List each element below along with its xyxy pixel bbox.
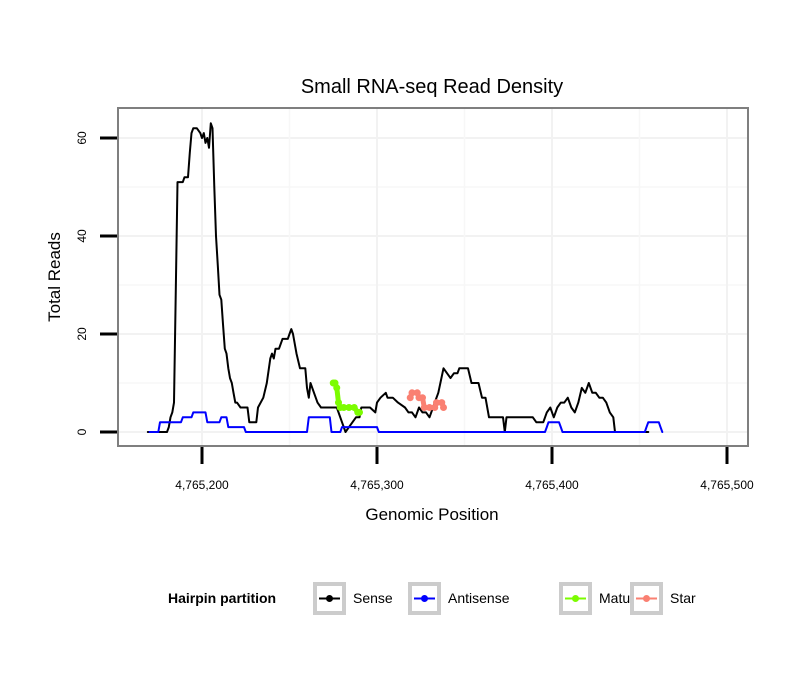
legend-key-point <box>572 595 579 602</box>
series-point-star <box>420 404 428 411</box>
legend: Hairpin partition Sense Antisense Mature St… <box>168 582 696 615</box>
y-tick-label: 60 <box>75 131 89 145</box>
legend-key-point <box>326 595 333 602</box>
series-point-mature <box>350 404 358 411</box>
x-axis-title: Genomic Position <box>365 505 498 524</box>
plot-border <box>117 107 749 447</box>
legend-key-point <box>421 595 428 602</box>
series-point-mature <box>345 404 353 411</box>
series-line-antisense <box>148 411 664 433</box>
legend-item-star: Star <box>630 582 696 615</box>
chart-title: Small RNA-seq Read Density <box>301 76 563 98</box>
series-point-mature <box>340 404 348 411</box>
legend-title: Hairpin partition <box>168 590 276 606</box>
legend-entries: Sense Antisense Mature Star <box>313 582 696 615</box>
series-layer <box>146 122 664 433</box>
series-point-star <box>408 389 416 397</box>
x-tick-label: 4,765,500 <box>700 478 754 492</box>
legend-key-point <box>643 595 650 602</box>
series-point-star <box>426 404 433 411</box>
x-tick-label: 4,765,400 <box>525 478 579 492</box>
y-tick-label: 40 <box>75 229 89 243</box>
x-axis: 4,765,200 4,765,300 4,765,400 4,765,500 <box>175 447 754 492</box>
legend-label: Sense <box>353 590 393 606</box>
y-axis-title: Total Reads <box>45 232 64 322</box>
y-tick-label: 0 <box>75 428 89 435</box>
legend-label: Star <box>670 590 696 606</box>
series-line-sense <box>146 122 650 433</box>
legend-item-sense: Sense <box>313 582 393 615</box>
plot-panel <box>118 108 748 446</box>
series-point-mature <box>333 384 341 392</box>
x-tick-label: 4,765,300 <box>350 478 404 492</box>
y-tick-label: 20 <box>75 327 89 341</box>
series-point-mature <box>356 408 363 416</box>
series-point-star <box>433 399 440 407</box>
legend-item-antisense: Antisense <box>408 582 510 615</box>
legend-label: Antisense <box>448 590 510 606</box>
grid <box>118 108 748 446</box>
y-axis: 0 20 40 60 <box>75 131 117 435</box>
series-point-star <box>440 404 447 411</box>
x-tick-label: 4,765,200 <box>175 478 229 492</box>
series-point-star <box>419 394 426 402</box>
